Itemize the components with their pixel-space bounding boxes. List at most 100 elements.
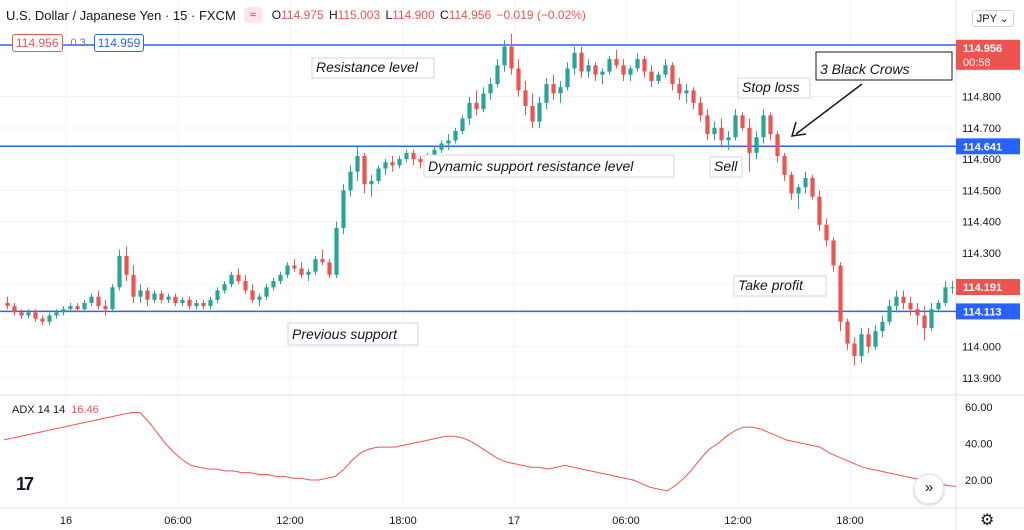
candle-body [950,287,955,289]
adx-axis: 60.00 40.00 20.00 [965,402,993,487]
buy-button[interactable]: 114.959 [93,34,145,52]
adx-tick-label: 60.00 [965,402,993,414]
candle-body [922,315,927,328]
price-label-box [956,303,1020,320]
annotation-box[interactable] [733,275,827,297]
scroll-to-realtime-button[interactable]: » [914,474,944,504]
price-labels: 114.956 00:58 114.641 114.191 114.113 [956,39,1020,320]
candle-body [362,156,367,185]
annotations[interactable]: Resistance level Dynamic support resistan… [287,51,953,346]
candle-body [509,46,514,69]
currency-selector[interactable]: JPY ⌄ [971,10,1014,27]
candle-body [481,93,486,110]
candle-body [789,174,794,194]
candle-body [747,127,752,153]
indicator-legend[interactable]: ADX 14 14 16.46 [12,404,99,416]
annotation-box[interactable] [815,51,953,81]
gear-icon[interactable]: ⚙ [980,512,995,529]
symbol-title[interactable]: U.S. Dollar / Japanese Yen · 15 · FXCM [6,7,236,23]
candle-body [656,74,661,81]
time-tick-label: 18:00 [389,515,417,527]
candle-body [460,118,465,131]
candle-body [376,168,381,182]
candle-body [124,256,129,275]
open-value: 114.975 [281,8,324,22]
price-label: 114.641 [963,141,1002,153]
candle-body [222,284,227,291]
candle-body [236,274,241,282]
candle-body [369,181,374,185]
candle-body [327,262,332,275]
candle-body [418,159,423,163]
candle-body [817,196,822,225]
tradingview-logo-icon[interactable]: 17 [16,474,34,494]
price-tick-label: 114.000 [962,342,1001,354]
candle-body [47,315,52,322]
annotation-box[interactable] [709,156,743,178]
candle-body [145,290,150,300]
candle-body [635,59,640,69]
candle-body [880,321,885,332]
candle-body [355,156,360,172]
candle-body [600,71,605,75]
candle-body [894,296,899,307]
price-tick-label: 114.600 [962,154,1001,166]
candle-body [733,115,738,138]
candle-body [936,302,941,310]
candle-body [586,65,591,72]
candle-body [159,293,164,300]
annotation-box[interactable] [737,77,811,99]
candle-body [929,309,934,328]
indicator-value: 16.46 [71,404,99,416]
horizontal-lines[interactable] [0,44,956,313]
candle-body [726,137,731,141]
change-value: −0.019 (−0.02%) [496,8,586,22]
candle-body [705,115,710,135]
candle-body [467,102,472,119]
time-tick-label: 16 [60,515,72,527]
bid-ask-widget: 114.956 0.3 114.959 [12,34,145,52]
candle-body [740,115,745,128]
data-window-icon[interactable]: ≈ [243,7,262,23]
chart-header: U.S. Dollar / Japanese Yen · 15 · FXCM ≈… [6,6,588,24]
candle-body [341,190,346,228]
candle-body [306,271,311,275]
candle-body [187,299,192,307]
candle-body [61,309,66,313]
close-key: C [440,8,449,22]
candle-body [229,274,234,285]
candle-body [334,227,339,275]
close-value: 114.956 [448,8,492,22]
grid [0,0,956,508]
annotation-box[interactable] [311,57,435,79]
candle-body [243,281,248,291]
candle-body [68,306,73,310]
time-axis[interactable]: 16 06:00 12:00 18:00 17 06:00 12:00 18:00 [60,515,864,527]
candle-body [348,171,353,191]
candle-body [131,274,136,297]
ohlc-values: O114.975 H115.003 L114.900 C114.956 −0.0… [272,8,588,22]
candle-body [194,302,199,307]
high-value: 115.003 [337,8,381,22]
annotation-box[interactable] [287,322,419,346]
candle-body [775,134,780,156]
price-tick-label: 114.800 [962,92,1001,104]
candle-body [768,115,773,135]
sell-button[interactable]: 114.956 [12,34,63,52]
price-label: 114.113 [963,306,1002,318]
candle-body [845,321,850,344]
candle-body [719,127,724,141]
price-axis[interactable]: 114.965114.800114.700114.600114.500114.4… [962,40,1001,385]
adx-line [3,412,957,492]
time-tick-label: 17 [508,515,520,527]
candle-body [691,90,696,103]
candle-body [523,90,528,106]
annotation-box[interactable] [423,154,675,178]
candle-body [943,287,948,303]
candle-body [831,240,836,266]
candle-body [264,287,269,297]
candle-body [75,306,80,310]
candle-body [152,293,157,300]
candle-body [649,71,654,81]
